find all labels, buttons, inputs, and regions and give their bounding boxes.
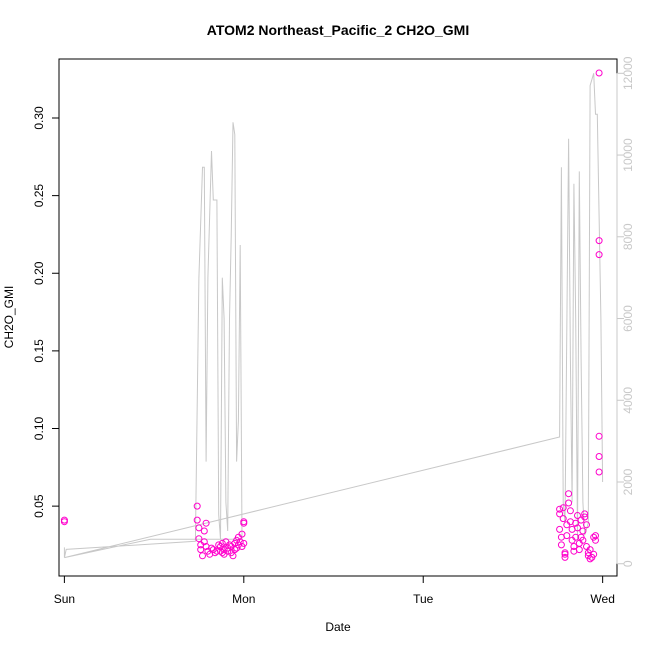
data-point xyxy=(595,432,603,440)
data-point xyxy=(215,541,223,549)
data-point xyxy=(572,533,580,541)
x-axis: Sun Mon Tue Wed xyxy=(54,575,615,606)
data-point xyxy=(218,539,226,547)
data-point xyxy=(556,510,564,518)
data-point xyxy=(193,502,201,510)
x-tick-label: Mon xyxy=(232,592,255,606)
data-point xyxy=(236,538,244,546)
data-point xyxy=(556,525,564,533)
data-point xyxy=(595,69,603,77)
data-point xyxy=(592,536,599,544)
data-point xyxy=(595,468,603,476)
data-point xyxy=(559,515,567,523)
y-tick-label: 0.30 xyxy=(32,106,46,130)
y-axis-label: CH2O_GMI xyxy=(2,286,16,349)
plot-frame xyxy=(58,58,618,577)
x-axis-label: Date xyxy=(325,620,351,634)
data-point xyxy=(220,546,228,554)
data-point xyxy=(574,512,581,519)
data-point xyxy=(240,539,248,547)
x-tick-label: Tue xyxy=(413,592,434,606)
data-point xyxy=(583,521,590,529)
y2-tick-label: 4000 xyxy=(621,387,635,414)
line-series-layer xyxy=(63,73,604,559)
data-point xyxy=(556,505,564,513)
point-series-layer xyxy=(60,69,603,563)
data-point xyxy=(572,519,580,527)
x-tick-label: Sun xyxy=(54,592,75,606)
data-point xyxy=(240,518,248,526)
data-point xyxy=(595,251,603,259)
y2-tick-label: 10000 xyxy=(621,138,635,172)
y-tick-label: 0.20 xyxy=(32,261,46,285)
y2-tick-label: 2000 xyxy=(621,468,635,495)
data-point xyxy=(565,490,573,498)
data-point xyxy=(208,544,215,552)
data-point xyxy=(595,453,603,460)
y2-tick-label: 0 xyxy=(621,560,635,567)
data-point xyxy=(199,552,206,560)
data-point xyxy=(60,518,68,526)
data-point xyxy=(586,555,594,563)
data-point xyxy=(581,510,589,518)
data-point xyxy=(195,535,203,543)
data-point xyxy=(586,546,594,554)
y2-tick-label: 6000 xyxy=(621,305,635,332)
data-point xyxy=(200,527,208,535)
y-tick-label: 0.05 xyxy=(32,494,46,518)
data-point xyxy=(590,550,598,558)
data-point xyxy=(557,541,565,549)
data-point xyxy=(592,532,599,540)
data-point xyxy=(238,530,246,538)
chart-title: ATOM2 Northeast_Pacific_2 CH2O_GMI xyxy=(207,22,469,38)
y2-tick-label: 8000 xyxy=(621,223,635,250)
data-point xyxy=(202,519,210,527)
y-tick-label: 0.15 xyxy=(32,339,46,363)
data-point xyxy=(229,552,237,560)
data-point xyxy=(200,538,208,546)
y2-tick-label: 12000 xyxy=(621,56,635,90)
data-point xyxy=(193,516,201,524)
data-point xyxy=(595,237,603,245)
y-tick-label: 0.10 xyxy=(32,417,46,441)
y-axis: 0.05 0.10 0.15 0.20 0.25 0.30 xyxy=(32,106,60,518)
data-point xyxy=(581,513,589,521)
data-point xyxy=(570,543,578,550)
data-point xyxy=(574,524,581,532)
data-point xyxy=(575,546,583,554)
data-point xyxy=(563,532,571,540)
data-point xyxy=(561,550,569,558)
y-tick-label: 0.25 xyxy=(32,184,46,208)
data-point xyxy=(579,527,587,535)
data-point xyxy=(565,499,573,507)
data-point xyxy=(579,536,587,544)
data-point xyxy=(559,504,567,512)
series-line xyxy=(63,73,604,559)
y2-axis: 0 2000 4000 6000 8000 10000 12000 xyxy=(616,56,635,567)
data-point xyxy=(197,546,205,554)
data-point xyxy=(224,547,232,555)
data-point xyxy=(195,524,203,532)
data-point xyxy=(561,553,569,561)
data-point xyxy=(566,507,574,515)
x-tick-label: Wed xyxy=(590,592,614,606)
